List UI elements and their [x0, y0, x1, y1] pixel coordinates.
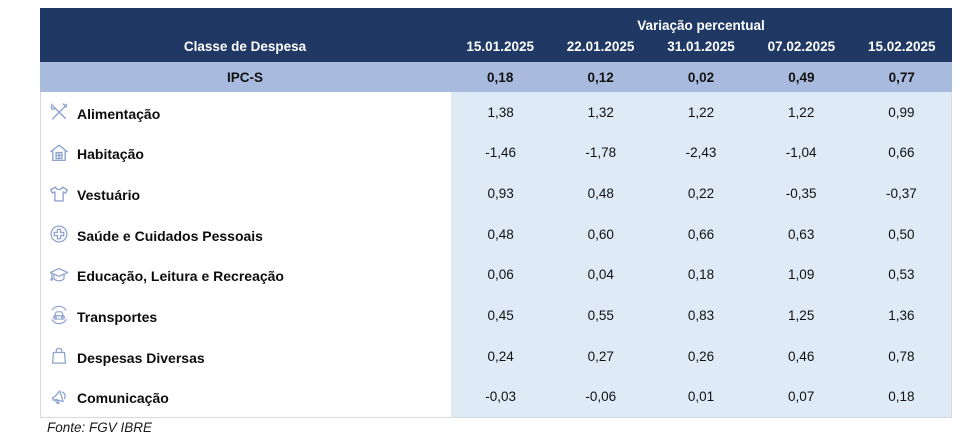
table-body: Alimentação 1,38 1,32 1,22 1,22 0,99 Habitação… — [40, 92, 952, 418]
value-cell: 0,24 — [451, 335, 552, 377]
row-label-cell: Comunicação — [41, 376, 451, 417]
graduation-cap-icon — [47, 263, 70, 286]
summary-label: IPC-S — [226, 69, 263, 85]
megaphone-icon — [47, 385, 70, 408]
table-row: Transportes 0,45 0,55 0,83 1,25 1,36 — [41, 295, 952, 336]
value-cell: -0,06 — [551, 376, 652, 417]
table-row: Comunicação -0,03 -0,06 0,01 0,07 0,18 — [41, 376, 952, 417]
value-cell: 0,01 — [651, 376, 752, 417]
value-cell: 0,26 — [651, 335, 752, 377]
value-cell: 0,66 — [851, 132, 952, 174]
value-cell: 0,78 — [851, 335, 952, 377]
tshirt-icon — [47, 182, 70, 205]
row-label: Habitação — [77, 146, 144, 163]
value-cell: -1,78 — [551, 132, 652, 174]
group-header-label: Variação percentual — [637, 18, 765, 33]
col-header-date: 22.01.2025 — [566, 39, 635, 54]
value-cell: 0,60 — [551, 213, 652, 255]
value-cell: 0,22 — [651, 173, 752, 214]
row-label-cell: Transportes — [41, 295, 451, 336]
value-cell: 1,22 — [751, 92, 852, 133]
value-cell: 0,27 — [551, 335, 652, 377]
row-label: Saúde e Cuidados Pessoais — [77, 227, 263, 244]
row-label-cell: Saúde e Cuidados Pessoais — [41, 213, 451, 255]
value-cell: -2,43 — [651, 132, 752, 174]
table-row: Alimentação 1,38 1,32 1,22 1,22 0,99 — [41, 92, 952, 133]
col-header-date: 07.02.2025 — [767, 39, 836, 54]
value-cell: 0,48 — [551, 173, 652, 214]
table-header: Variação percentual Classe de Despesa 15… — [40, 8, 952, 62]
source-note: Fonte: FGV IBRE — [47, 420, 153, 435]
summary-value: 0,18 — [487, 69, 514, 85]
value-cell: 1,38 — [451, 92, 552, 133]
value-cell: 0,63 — [751, 213, 852, 255]
table-row: Educação, Leitura e Recreação 0,06 0,04 0,1… — [41, 254, 952, 296]
value-cell: 0,45 — [451, 295, 552, 336]
value-cell: -0,03 — [451, 376, 552, 417]
value-cell: 0,04 — [551, 254, 652, 296]
row-label-cell: Alimentação — [41, 92, 451, 133]
value-cell: 0,06 — [451, 254, 552, 296]
value-cell: 0,93 — [451, 173, 552, 214]
value-cell: 0,48 — [451, 213, 552, 255]
value-cell: 1,22 — [651, 92, 752, 133]
value-cell: 1,32 — [551, 92, 652, 133]
col-header-date: 15.01.2025 — [466, 39, 534, 54]
utensils-icon — [47, 101, 70, 124]
value-cell: 0,07 — [751, 376, 852, 417]
value-cell: 0,18 — [651, 254, 752, 296]
value-cell: 0,83 — [651, 295, 752, 336]
value-cell: 0,53 — [851, 254, 952, 296]
value-cell: -0,35 — [751, 173, 852, 214]
col-header-date: 31.01.2025 — [667, 39, 735, 54]
table-row: Despesas Diversas 0,24 0,27 0,26 0,46 0,78 — [41, 335, 952, 377]
value-cell: -1,46 — [451, 132, 552, 174]
row-label-cell: Despesas Diversas — [41, 335, 451, 377]
row-label: Despesas Diversas — [77, 349, 205, 366]
summary-value: 0,49 — [788, 69, 815, 85]
summary-value: 0,77 — [888, 69, 915, 85]
ipcs-variation-table: Variação percentual Classe de Despesa 15… — [40, 8, 952, 418]
summary-value: 0,12 — [587, 69, 614, 85]
row-label: Transportes — [77, 308, 158, 325]
house-icon — [47, 141, 70, 164]
value-cell: 1,36 — [851, 295, 952, 336]
medical-cross-icon — [47, 223, 70, 246]
row-label-cell: Habitação — [41, 132, 451, 174]
value-cell: 0,18 — [851, 376, 952, 417]
ipcs-summary-row: IPC-S 0,18 0,12 0,02 0,49 0,77 — [40, 62, 952, 92]
table-row: Saúde e Cuidados Pessoais 0,48 0,60 0,66 0,6… — [41, 213, 952, 255]
value-cell: 0,99 — [851, 92, 952, 133]
value-cell: 1,09 — [751, 254, 852, 296]
row-label-cell: Educação, Leitura e Recreação — [41, 254, 451, 296]
column-header-row: Classe de Despesa 15.01.2025 22.01.2025 … — [40, 33, 952, 62]
value-cell: 0,50 — [851, 213, 952, 255]
row-label: Vestuário — [77, 187, 141, 204]
row-label-cell: Vestuário — [41, 173, 451, 214]
col-header-classe-de-despesa: Classe de Despesa — [183, 39, 307, 54]
table-row: Habitação -1,46 -1,78 -2,43 -1,04 0,66 — [41, 132, 952, 174]
value-cell: 0,55 — [551, 295, 652, 336]
value-cell: 1,25 — [751, 295, 852, 336]
group-header-row: Variação percentual — [40, 8, 952, 33]
table-row: Vestuário 0,93 0,48 0,22 -0,35 -0,37 — [41, 173, 952, 214]
value-cell: -1,04 — [751, 132, 852, 174]
shopping-bag-icon — [47, 345, 70, 368]
row-label: Educação, Leitura e Recreação — [77, 268, 284, 285]
value-cell: -0,37 — [851, 173, 952, 214]
value-cell: 0,66 — [651, 213, 752, 255]
value-cell: 0,46 — [751, 335, 852, 377]
col-header-date: 15.02.2025 — [868, 39, 936, 54]
row-label: Alimentação — [77, 105, 161, 122]
row-label: Comunicação — [77, 390, 169, 407]
summary-value: 0,02 — [687, 69, 715, 85]
car-icon — [47, 304, 70, 327]
